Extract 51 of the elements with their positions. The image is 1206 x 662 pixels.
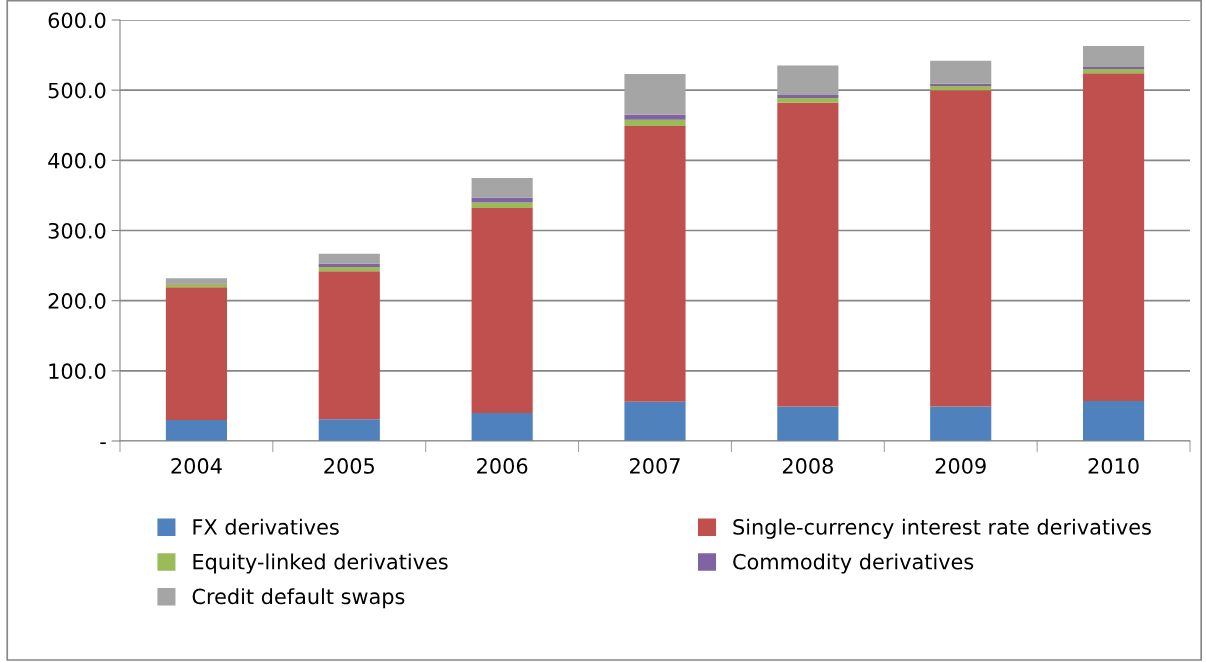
x-tick-label: 2005	[324, 458, 374, 474]
bar	[165, 287, 227, 420]
bar	[930, 406, 992, 441]
bar	[624, 401, 686, 441]
y-tick-label: 600.0	[48, 12, 106, 29]
y-tick-label: 300.0	[48, 222, 106, 239]
bar	[471, 202, 533, 209]
bar	[624, 119, 686, 126]
bar	[471, 177, 533, 198]
bar	[624, 74, 686, 115]
bar	[624, 114, 686, 120]
legend-label: Equity-linked derivatives	[193, 553, 448, 574]
bar	[1083, 401, 1145, 441]
y-tick-label: 400.0	[48, 152, 106, 169]
bar	[930, 60, 992, 84]
bar	[318, 266, 380, 272]
x-tick-label: 2008	[782, 458, 833, 474]
bar	[624, 125, 686, 402]
x-tick-label: 2006	[477, 458, 528, 474]
bar	[165, 278, 227, 284]
bar	[777, 406, 839, 441]
x-tick-label: 2010	[1088, 458, 1139, 474]
legend-label: FX derivatives	[193, 518, 339, 535]
bar	[777, 95, 839, 98]
bar	[1083, 69, 1145, 74]
bar	[930, 90, 992, 407]
x-tick-label: 2007	[630, 458, 680, 474]
bar	[165, 419, 227, 441]
y-tick-label: -	[100, 442, 106, 445]
y-tick-label: 200.0	[48, 293, 106, 309]
bar	[1083, 73, 1145, 401]
bar	[318, 253, 380, 264]
bar	[777, 65, 839, 96]
y-tick-label: 500.0	[48, 82, 106, 99]
y-tick-label: 100.0	[49, 363, 106, 380]
bar	[1083, 67, 1145, 70]
x-tick-label: 2009	[935, 458, 986, 474]
bar	[471, 208, 533, 413]
legend-label: Commodity derivatives	[733, 553, 974, 574]
bar	[318, 419, 380, 441]
bar	[777, 102, 839, 407]
bar	[318, 271, 380, 420]
legend-label: Credit default swaps	[192, 588, 405, 609]
bar	[777, 97, 839, 103]
bar	[930, 83, 992, 86]
bar	[318, 263, 380, 267]
bar	[471, 412, 533, 441]
bar	[930, 85, 992, 91]
bar	[1083, 45, 1145, 68]
x-tick-label: 2004	[171, 458, 222, 474]
legend-label: Single-currency interest rate derivatives	[733, 518, 1151, 539]
